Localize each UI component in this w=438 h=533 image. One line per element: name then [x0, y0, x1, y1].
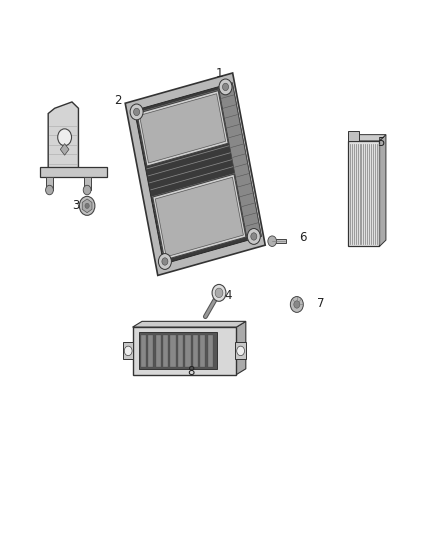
Text: 7: 7	[317, 297, 325, 310]
Polygon shape	[155, 177, 244, 257]
Polygon shape	[82, 199, 92, 213]
Text: 2: 2	[113, 94, 121, 107]
Polygon shape	[272, 239, 286, 243]
Polygon shape	[48, 102, 78, 169]
Circle shape	[251, 233, 257, 240]
Circle shape	[58, 129, 71, 146]
Circle shape	[237, 346, 244, 356]
Polygon shape	[155, 335, 161, 367]
Text: 3: 3	[73, 199, 80, 212]
Circle shape	[134, 108, 140, 116]
Polygon shape	[133, 327, 236, 375]
Polygon shape	[123, 342, 134, 359]
Polygon shape	[125, 73, 265, 276]
Circle shape	[223, 83, 229, 91]
Circle shape	[215, 288, 223, 297]
Circle shape	[212, 285, 226, 301]
Polygon shape	[348, 132, 359, 141]
Polygon shape	[348, 135, 386, 141]
Circle shape	[124, 346, 132, 356]
Polygon shape	[185, 335, 191, 367]
Polygon shape	[348, 141, 379, 246]
Polygon shape	[236, 321, 246, 375]
Bar	[84, 177, 91, 190]
Circle shape	[130, 104, 143, 120]
Polygon shape	[148, 335, 153, 367]
Polygon shape	[153, 174, 246, 260]
Circle shape	[79, 196, 95, 215]
Circle shape	[46, 185, 53, 195]
Polygon shape	[134, 83, 261, 264]
Polygon shape	[60, 143, 69, 155]
Polygon shape	[236, 342, 246, 359]
Polygon shape	[163, 335, 168, 367]
Polygon shape	[178, 335, 183, 367]
Bar	[46, 177, 53, 190]
Circle shape	[290, 296, 304, 312]
Circle shape	[83, 185, 91, 195]
Polygon shape	[39, 167, 106, 177]
Polygon shape	[133, 321, 246, 327]
Circle shape	[247, 229, 260, 244]
Polygon shape	[141, 335, 146, 367]
Text: 5: 5	[378, 136, 385, 149]
Text: 4: 4	[224, 289, 231, 302]
Polygon shape	[379, 135, 386, 246]
Polygon shape	[137, 91, 228, 166]
Polygon shape	[219, 83, 261, 240]
Text: 6: 6	[300, 231, 307, 244]
Circle shape	[268, 236, 276, 246]
Polygon shape	[208, 335, 213, 367]
Polygon shape	[170, 335, 176, 367]
Polygon shape	[200, 335, 205, 367]
Circle shape	[162, 258, 168, 265]
Circle shape	[159, 254, 171, 269]
Text: 1: 1	[215, 68, 223, 80]
Circle shape	[85, 203, 89, 208]
Circle shape	[219, 79, 232, 95]
Polygon shape	[139, 333, 217, 369]
Text: 8: 8	[187, 366, 194, 378]
Polygon shape	[139, 94, 226, 163]
Circle shape	[294, 301, 300, 308]
Polygon shape	[193, 335, 198, 367]
